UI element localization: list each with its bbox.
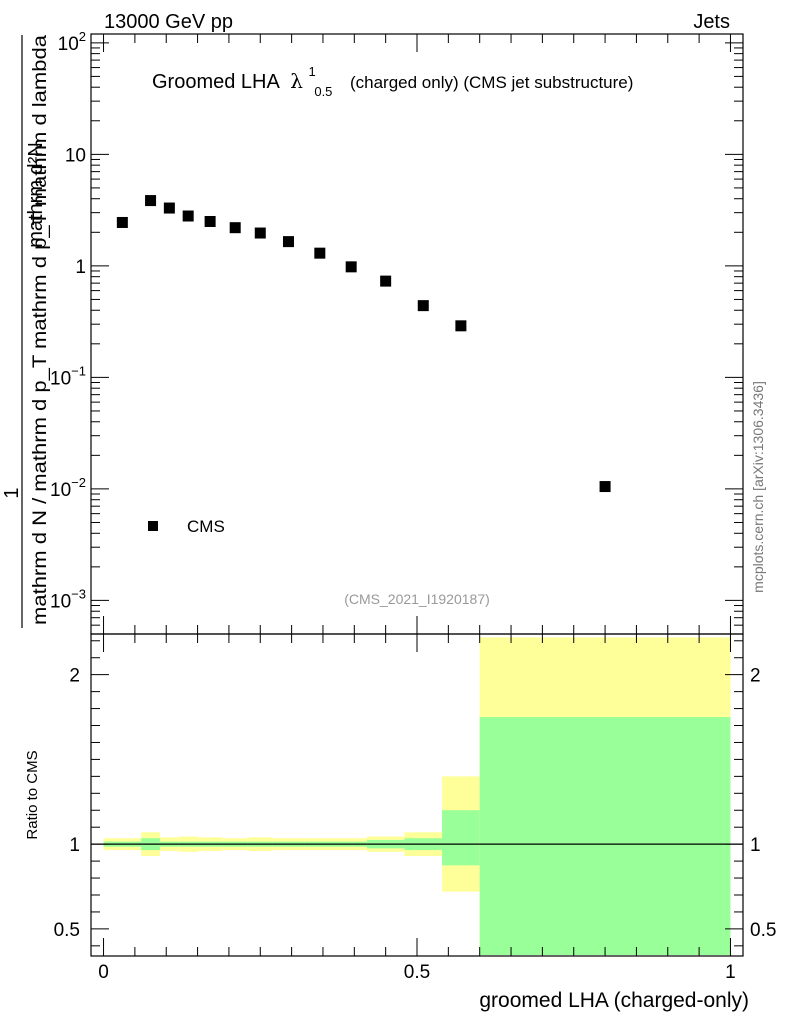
plot-title-main: Groomed LHA	[152, 71, 280, 93]
main-y-axis-title: 1 mathrm d²N mathrm d N / mathrm d p_T m…	[1, 35, 51, 628]
data-point-cms	[229, 222, 241, 234]
side-watermark: mcplots.cern.ch [arXiv:1306.3436]	[750, 381, 766, 593]
ratio-y-tick-label-right: 2	[750, 666, 761, 687]
process-label: Jets	[693, 11, 730, 33]
x-tick-label: 1	[725, 962, 736, 983]
legend: CMS	[148, 517, 225, 536]
energy-label: 13000 GeV pp	[104, 11, 233, 33]
data-point-cms	[145, 195, 157, 207]
plot-title-symbol: λ	[290, 69, 303, 93]
main-y-tick-labels: 102 10 1 10−1 10−2 10−3	[50, 29, 86, 613]
main-data-points	[116, 195, 611, 493]
y-title-numerator: 1	[1, 487, 23, 498]
data-point-cms	[455, 320, 467, 332]
data-point-cms	[314, 247, 326, 259]
ratio-y-tick-label-left: 1	[69, 835, 80, 856]
ratio-y-tick-label-right: 0.5	[750, 920, 776, 941]
data-point-cms	[204, 215, 216, 227]
plot-title-superscript: 1	[309, 64, 316, 79]
main-y-tick-label: 10−1	[50, 363, 86, 389]
main-plot-frame	[90, 33, 744, 635]
ratio-plot: 0.5 0.5 1 1 2 2 0 0.5 1 Ratio to CMS groomed LHA…	[24, 633, 777, 1012]
main-y-tick-label: 1	[75, 257, 86, 278]
data-point-cms	[116, 216, 128, 228]
stat-band-bin	[479, 717, 731, 955]
data-point-cms	[417, 300, 429, 312]
data-point-cms	[345, 261, 357, 273]
legend-marker-cms	[148, 521, 158, 531]
data-point-cms	[182, 210, 194, 222]
data-point-cms	[599, 481, 611, 493]
ratio-tick-labels: 0.5 0.5 1 1 2 2 0 0.5 1	[54, 666, 777, 983]
ratio-y-tick-label-left: 0.5	[54, 920, 80, 941]
main-y-tick-label: 102	[58, 29, 86, 55]
legend-label-cms: CMS	[187, 517, 225, 536]
ratio-axis-ticks	[91, 634, 743, 956]
plot-title-subscript: 0.5	[314, 84, 332, 99]
data-point-cms	[254, 227, 266, 239]
plot-title: Groomed LHA λ 1 0.5 (charged only) (CMS …	[152, 59, 633, 101]
main-y-tick-label: 10−3	[50, 586, 86, 612]
analysis-id: (CMS_2021_I1920187)	[344, 591, 490, 607]
plot-title-rest: (charged only) (CMS jet substructure)	[350, 73, 633, 92]
ratio-bands	[103, 637, 731, 955]
main-y-tick-label: 10−2	[50, 475, 86, 501]
ratio-y-axis-title: Ratio to CMS	[24, 750, 41, 839]
ratio-y-tick-label-right: 1	[750, 835, 761, 856]
ratio-plot-frame	[90, 633, 744, 957]
main-axis-ticks	[91, 34, 743, 635]
y-title-denominator: mathrm d N / mathrm d p_T mathrm d p_T m…	[30, 35, 51, 625]
y-title-top: mathrm d²N	[25, 142, 47, 248]
ratio-y-tick-label-left: 2	[69, 666, 80, 687]
x-axis-title: groomed LHA (charged-only)	[479, 989, 749, 1012]
x-tick-label: 0	[98, 962, 109, 983]
data-point-cms	[282, 236, 294, 248]
data-point-cms	[163, 202, 175, 214]
main-plot: 102 10 1 10−1 10−2 10−3 Groomed LHA λ 1 0.5 (…	[1, 29, 744, 635]
data-point-cms	[380, 275, 392, 287]
stat-band-bin	[442, 810, 480, 866]
x-tick-label: 0.5	[404, 962, 430, 983]
main-y-tick-label: 10	[65, 145, 86, 166]
